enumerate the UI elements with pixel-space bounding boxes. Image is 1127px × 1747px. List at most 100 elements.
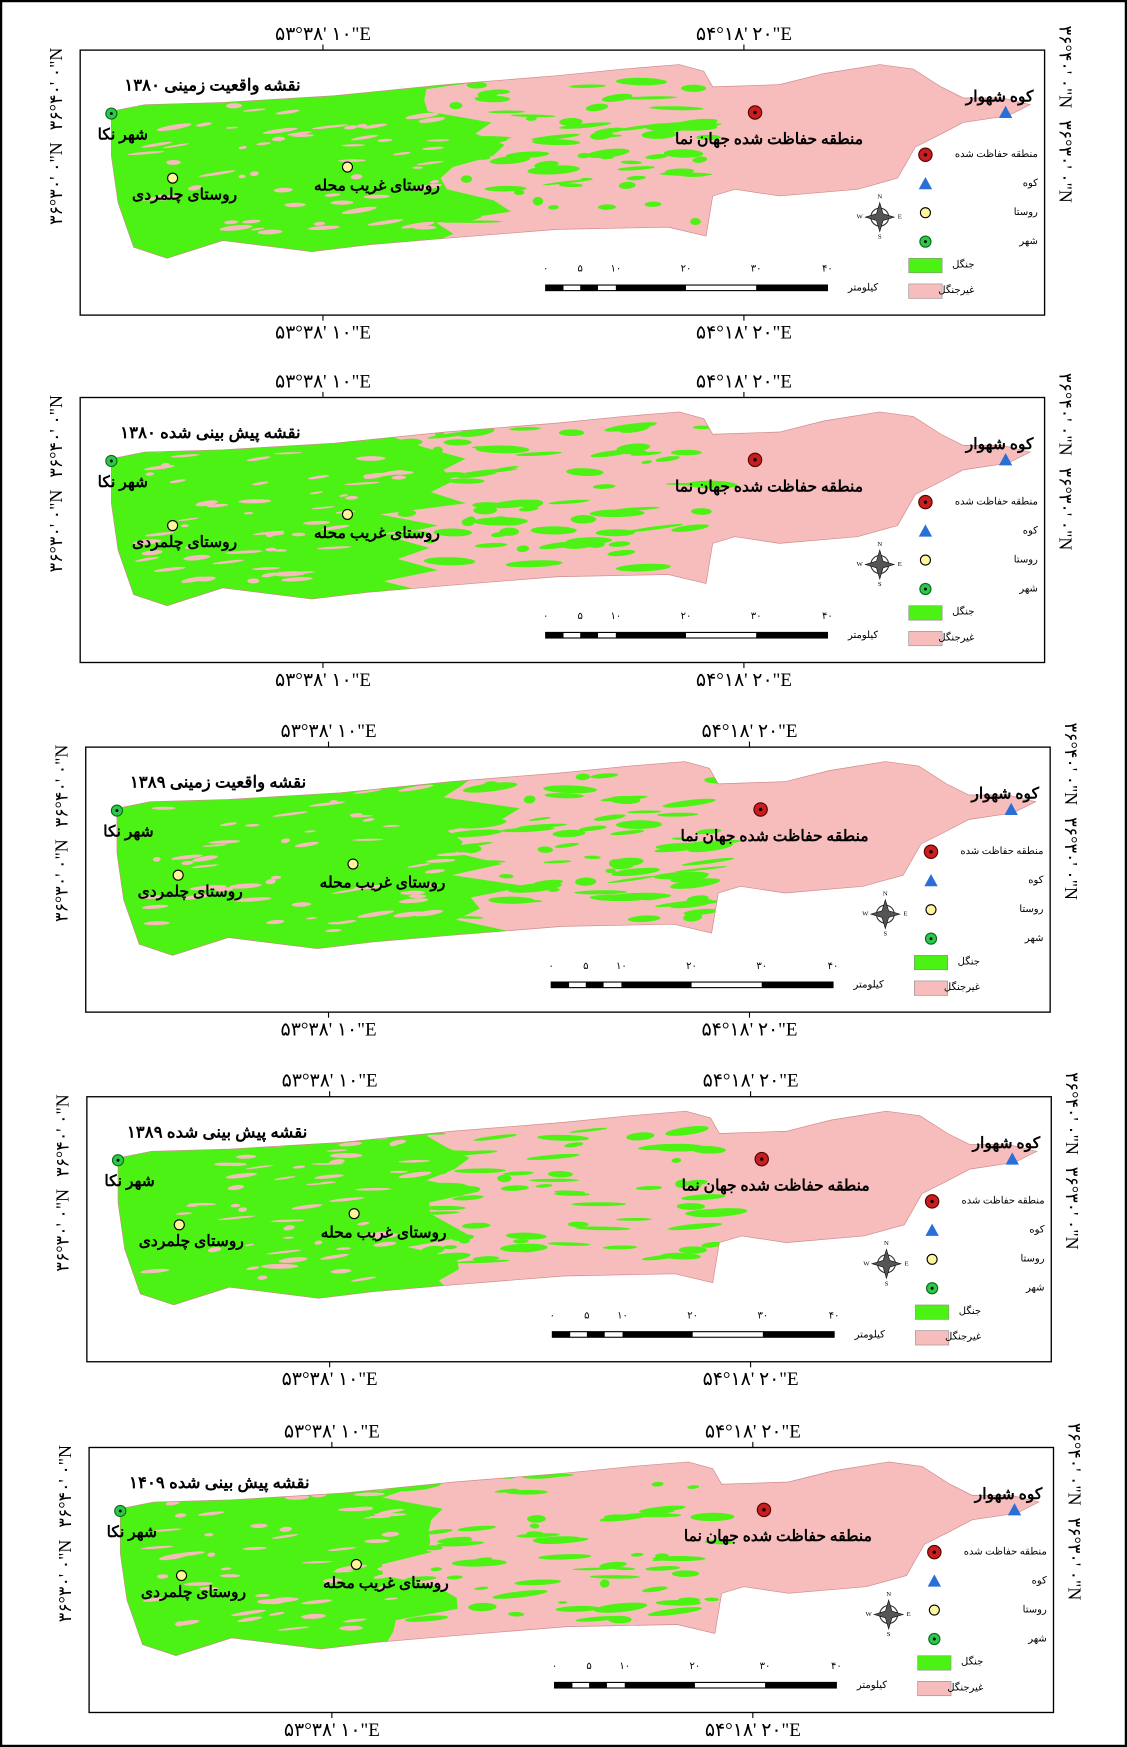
compass-letter: E xyxy=(904,1260,908,1267)
non-forest-patch xyxy=(195,500,218,507)
non-forest-patch xyxy=(140,894,162,899)
non-forest-patch xyxy=(238,174,246,179)
forest-patch xyxy=(463,468,518,475)
forest-patch xyxy=(466,81,488,89)
scale-segment xyxy=(552,1331,571,1338)
legend-label: روستا xyxy=(1023,1604,1047,1615)
forest-patch xyxy=(665,1125,709,1136)
forest-patch xyxy=(598,204,616,210)
non-forest-patch xyxy=(336,1247,351,1251)
non-forest-patch xyxy=(217,1215,256,1221)
non-forest-patch xyxy=(166,160,181,165)
scale-unit: کیلومتر xyxy=(856,1680,887,1691)
non-forest-patch xyxy=(174,1619,200,1626)
forest-patch xyxy=(647,1607,702,1617)
legend-non-forest xyxy=(908,283,943,299)
forest-patch xyxy=(681,1194,726,1201)
forest-patch xyxy=(458,1537,473,1542)
non-forest-patch xyxy=(140,1545,174,1550)
non-forest-patch xyxy=(377,1566,394,1571)
forest-patch xyxy=(625,1510,675,1518)
city-dot xyxy=(109,112,113,116)
legend-label: غیرجنگل xyxy=(944,981,980,993)
legend-label: روستا xyxy=(1014,207,1038,218)
non-forest-patch xyxy=(250,1523,268,1528)
place-label: کوه شهوار xyxy=(970,786,1039,804)
coord-label-bottom: ۵۴°۱۸' ۲۰"E xyxy=(696,670,792,691)
non-forest-patch xyxy=(184,546,193,549)
non-forest-patch xyxy=(323,1578,342,1584)
forest-patch xyxy=(602,1245,638,1250)
non-forest-patch xyxy=(141,141,173,148)
non-forest-patch xyxy=(155,194,168,200)
scale-label: ۰ xyxy=(552,1661,557,1672)
non-forest-patch xyxy=(171,854,203,860)
non-forest-patch xyxy=(273,549,287,552)
forest-patch xyxy=(451,1559,507,1567)
non-forest-patch xyxy=(246,456,271,462)
region-outline xyxy=(119,1461,1040,1657)
non-forest-patch xyxy=(251,567,280,571)
forest-patch xyxy=(641,1254,680,1261)
place-label: منطقه حفاظت شده جهان نما xyxy=(675,131,863,149)
forest-patch xyxy=(654,845,702,853)
place-label: روستای چلمردی xyxy=(139,1233,245,1251)
forest-patch xyxy=(423,557,476,566)
compass-letter: N xyxy=(886,1591,891,1598)
legend-label: روستا xyxy=(1014,554,1038,565)
scale-unit: کیلومتر xyxy=(847,630,878,641)
city-dot xyxy=(109,459,113,463)
forest-patch xyxy=(506,1488,519,1494)
coord-label-top: ۵۴°۱۸' ۲۰"E xyxy=(705,1421,801,1442)
forest-patch xyxy=(527,1514,546,1523)
legend-label: جنگل xyxy=(952,606,974,618)
forest-patch xyxy=(424,1529,453,1535)
coord-label-top: ۵۳°۳۸' ۱۰"E xyxy=(284,1421,380,1442)
forest-patch xyxy=(531,139,581,146)
non-forest-patch xyxy=(207,1552,216,1557)
forest-patch xyxy=(675,1179,689,1188)
region-outline xyxy=(111,64,1032,259)
coord-label-top: ۵۴°۱۸' ۲۰"E xyxy=(696,24,792,45)
non-forest-patch xyxy=(184,1582,213,1586)
forest-patch xyxy=(509,426,541,431)
non-forest-patch xyxy=(329,1159,345,1165)
legend-label: روستا xyxy=(1019,904,1043,915)
forest-patch xyxy=(505,1232,547,1240)
forest-patch xyxy=(577,152,591,159)
non-forest-patch xyxy=(181,893,212,900)
scale-segment xyxy=(615,285,686,291)
non-forest-patch xyxy=(355,456,386,461)
forest-patch xyxy=(678,1246,708,1254)
place-label: روستای غریب محله xyxy=(320,875,446,893)
non-forest-patch xyxy=(301,1599,333,1605)
village-marker xyxy=(925,904,937,916)
compass-letter: N xyxy=(884,1240,889,1247)
non-forest-patch xyxy=(275,109,300,115)
legend-label: منطقه حفاظت شده xyxy=(955,496,1038,507)
non-forest-patch xyxy=(238,499,272,504)
legend-label: جنگل xyxy=(952,258,974,270)
non-forest-patch xyxy=(281,577,313,582)
compass-letter: E xyxy=(898,561,902,568)
forest-patch xyxy=(523,795,536,804)
compass-letter: W xyxy=(857,561,864,568)
forest-patch xyxy=(536,1536,581,1542)
legend-label: غیرجنگل xyxy=(938,284,974,296)
forest-patch xyxy=(601,93,633,102)
non-forest-patch xyxy=(393,911,423,918)
forest-area xyxy=(111,64,511,259)
non-forest-patch xyxy=(266,1249,302,1255)
forest-patch xyxy=(592,484,616,489)
non-forest-patch xyxy=(127,150,165,155)
forest-patch xyxy=(671,1157,682,1163)
non-forest-patch xyxy=(256,142,271,146)
forest-patch xyxy=(517,823,567,829)
coord-label-bottom: ۵۴°۱۸' ۲۰"E xyxy=(701,1019,797,1040)
non-forest-patch xyxy=(287,131,312,136)
non-forest-patch xyxy=(309,491,323,495)
forest-patch xyxy=(419,1189,476,1195)
non-forest-patch xyxy=(362,818,375,822)
forest-patch xyxy=(571,1202,627,1207)
non-forest-patch xyxy=(153,1528,182,1532)
